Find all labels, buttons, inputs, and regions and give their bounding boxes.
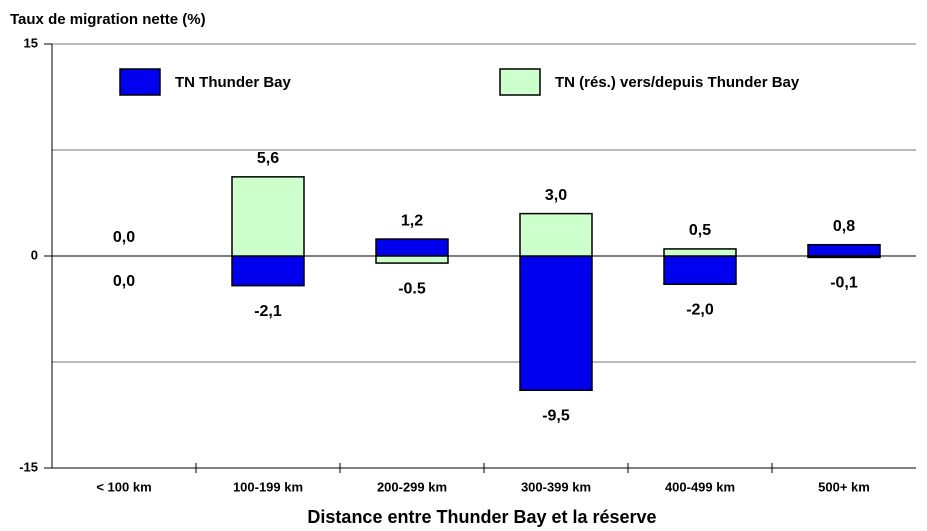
data-label: 5,6: [257, 150, 279, 167]
data-label: -2,0: [686, 301, 714, 318]
data-label: 0,8: [833, 218, 855, 235]
x-tick-label: < 100 km: [96, 479, 151, 494]
y-tick-label: -15: [19, 459, 38, 474]
bar: [663, 248, 737, 257]
chart-title: Taux de migration nette (%): [10, 11, 206, 28]
bar: [519, 212, 593, 257]
legend-label: TN Thunder Bay: [175, 74, 291, 91]
bar: [519, 255, 593, 392]
data-label: 0,0: [113, 273, 135, 290]
bar: [807, 243, 881, 257]
data-label: 1,2: [401, 212, 423, 229]
data-label: 0,5: [689, 222, 711, 239]
bar: [231, 176, 305, 257]
x-tick-label: 300-399 km: [521, 479, 591, 494]
data-label: -0.5: [398, 280, 426, 297]
x-tick-label: 500+ km: [818, 479, 870, 494]
bar: [663, 255, 737, 286]
bar: [375, 255, 449, 264]
bar: [807, 255, 881, 259]
data-label: 3,0: [545, 187, 567, 204]
data-label: -0,1: [830, 275, 858, 292]
y-tick-label: 15: [24, 35, 38, 50]
y-tick-label: 0: [31, 247, 38, 262]
data-label: -2,1: [254, 303, 282, 320]
bar: [231, 255, 305, 287]
legend-swatch: [119, 68, 161, 96]
legend-label: TN (rés.) vers/depuis Thunder Bay: [555, 74, 800, 91]
x-tick-label: 200-299 km: [377, 479, 447, 494]
data-label: -9,5: [542, 407, 570, 424]
x-tick-label: 100-199 km: [233, 479, 303, 494]
x-tick-label: 400-499 km: [665, 479, 735, 494]
bar: [375, 238, 449, 257]
legend-swatch: [499, 68, 541, 96]
data-label: 0,0: [113, 229, 135, 246]
x-axis-label: Distance entre Thunder Bay et la réserve: [307, 507, 656, 527]
